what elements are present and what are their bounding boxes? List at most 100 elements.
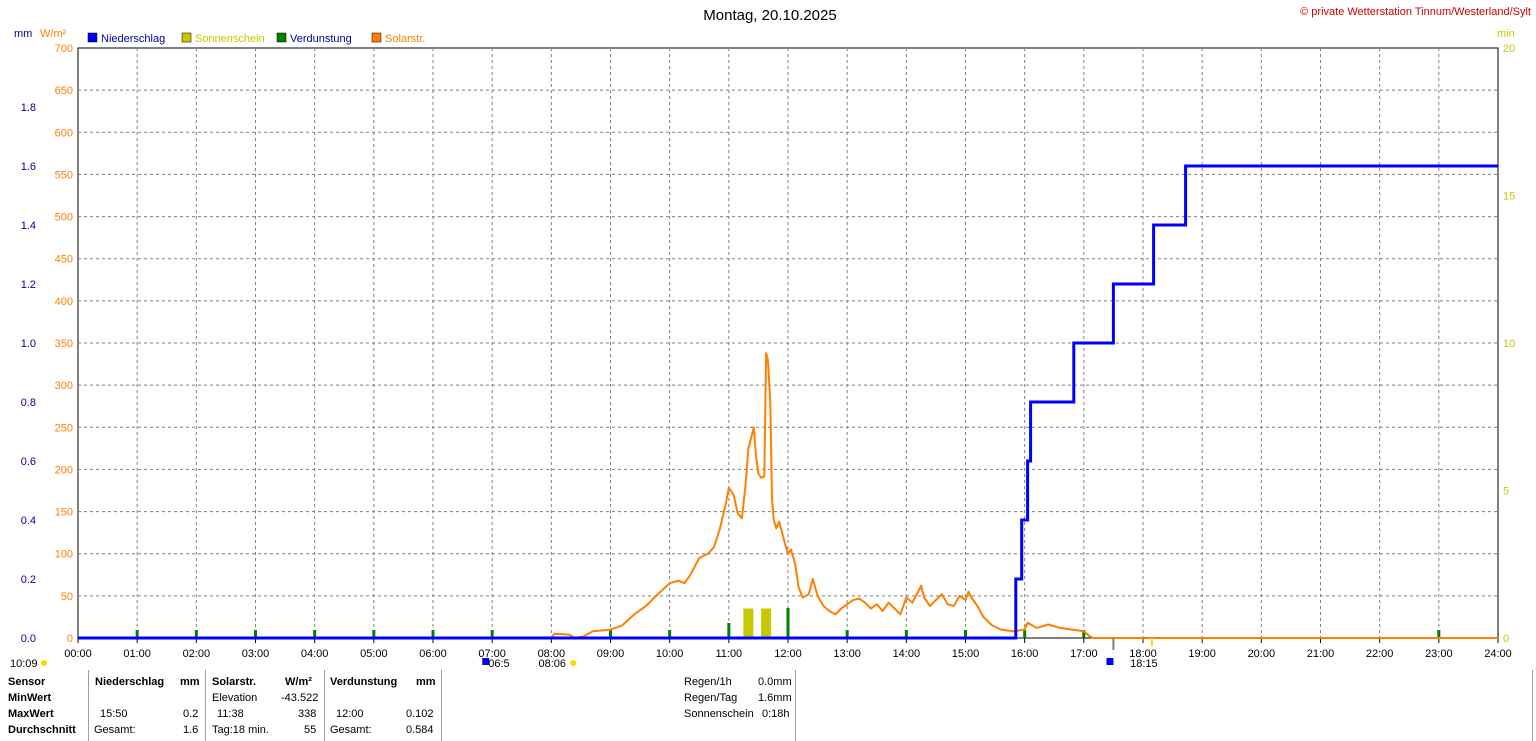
summary-value-rain-1h: 0.0mm — [758, 676, 792, 688]
x-tick-label: 09:00 — [597, 648, 625, 660]
x-tick-label: 13:00 — [833, 648, 861, 660]
y-tick-label-mm: 0.8 — [21, 397, 36, 409]
y-tick-label-mm: 1.4 — [21, 220, 36, 232]
evaporation-tick — [254, 630, 257, 638]
evaporation-tick — [431, 630, 435, 638]
y-tick-label-min: 20 — [1503, 43, 1515, 55]
evaporation-tick — [964, 630, 967, 638]
evaporation-tick — [135, 630, 139, 638]
y-tick-label-wm2: 50 — [61, 591, 73, 603]
stats-solar-max-value: 338 — [298, 708, 317, 720]
stats-label-min: MinWert — [8, 692, 52, 704]
y-tick-label-wm2: 100 — [55, 549, 73, 561]
weather-chart: Montag, 20.10.2025 © private Wetterstati… — [10, 6, 1531, 668]
y-tick-label-mm: 1.0 — [21, 338, 36, 350]
y-tick-label-mm: 0.0 — [21, 633, 36, 645]
legend-swatch — [87, 32, 98, 43]
evaporation-tick — [609, 630, 612, 638]
stats-rain-max-value: 0.2 — [183, 708, 199, 720]
x-tick-label: 01:00 — [123, 648, 151, 660]
y-tick-label-wm2: 450 — [55, 254, 73, 266]
y-tick-label-wm2: 150 — [55, 507, 73, 519]
x-tick-label: 18:00 — [1129, 648, 1157, 660]
evaporation-tick — [490, 630, 494, 638]
y-tick-label-wm2: 500 — [55, 212, 73, 224]
x-tick-label: 16:00 — [1011, 648, 1039, 660]
x-tick-label: 19:00 — [1188, 648, 1216, 660]
y-tick-label-mm: 1.6 — [21, 161, 36, 173]
marker-left-time: 10:09 — [10, 658, 38, 668]
table-divider — [205, 670, 206, 741]
x-tick-label: 12:00 — [774, 648, 802, 660]
stats-evap-total-value: 0.584 — [406, 724, 434, 736]
sunset-icon — [1106, 658, 1114, 665]
table-divider — [88, 670, 89, 741]
y-tick-label-min: 0 — [1503, 633, 1509, 645]
stats-solar-day-label: Tag:18 min. — [212, 724, 269, 736]
y-tick-label-wm2: 600 — [55, 127, 73, 139]
unit-mm: mm — [14, 28, 32, 40]
unit-wm2: W/m² — [40, 28, 67, 40]
stats-header-sensor: Sensor — [8, 676, 46, 688]
table-divider — [441, 670, 442, 741]
stats-evap-max-time: 12:00 — [336, 708, 364, 720]
evaporation-tick — [786, 608, 790, 638]
time-markers: 10:09 06:5 08:06 18:15 — [10, 638, 1158, 668]
copyright-text: © private Wetterstation Tinnum/Westerlan… — [1300, 6, 1531, 18]
x-tick-label: 10:00 — [656, 648, 684, 660]
y-tick-label-wm2: 200 — [55, 464, 73, 476]
stats-elevation-label: Elevation — [212, 692, 258, 704]
stats-label-avg: Durchschnitt — [8, 724, 76, 736]
y-tick-label-mm: 1.2 — [21, 279, 36, 291]
stats-evap-total-label: Gesamt: — [330, 724, 372, 736]
evaporation-tick — [372, 630, 376, 638]
table-divider — [795, 670, 796, 741]
stats-elevation-value: -43.522 — [281, 692, 319, 704]
legend-label: Verdunstung — [290, 33, 352, 45]
chart-title: Montag, 20.10.2025 — [703, 7, 836, 24]
legend-label: Niederschlag — [101, 33, 165, 45]
x-tick-label: 22:00 — [1366, 648, 1394, 660]
legend-swatch — [181, 32, 192, 43]
sun-dot-icon — [41, 660, 47, 666]
summary-label-sunshine: Sonnenschein — [684, 708, 754, 720]
y-axis-wm2: 0 50 100 150 200 250 300 350 400 450 500 550 600 650 7… — [55, 43, 73, 645]
evaporation-ticks — [135, 608, 1441, 638]
sun-dot-icon — [570, 660, 577, 666]
stats-rain-max-time: 15:50 — [100, 708, 128, 720]
stats-header-rain-unit: mm — [180, 676, 200, 688]
evaporation-tick — [727, 623, 731, 638]
y-tick-label-min: 15 — [1503, 191, 1515, 203]
sunshine-bar — [743, 608, 754, 638]
y-tick-label-wm2: 300 — [55, 380, 73, 392]
grid — [78, 48, 1498, 638]
y-tick-label-wm2: 650 — [55, 85, 73, 97]
y-tick-label-mm: 1.8 — [21, 102, 36, 114]
y-tick-label-min: 10 — [1503, 338, 1515, 350]
x-tick-label: 23:00 — [1425, 648, 1453, 660]
legend-label: Solarstr. — [385, 33, 425, 45]
x-tick-label: 06:00 — [419, 648, 447, 660]
x-tick-label: 02:00 — [183, 648, 211, 660]
x-tick-label: 05:00 — [360, 648, 388, 660]
evaporation-tick — [904, 630, 908, 638]
marker-sunrise: 06:5 — [488, 658, 509, 668]
stats-header-evap: Verdunstung — [330, 676, 398, 688]
legend-swatch — [276, 32, 287, 43]
summary-label-rain-day: Regen/Tag — [684, 692, 738, 704]
sunshine-bar — [761, 608, 772, 638]
marker-sunrise-alt: 08:06 — [538, 658, 566, 668]
legend-swatch — [371, 32, 382, 43]
y-tick-label-wm2: 350 — [55, 338, 73, 350]
unit-min: min — [1497, 28, 1515, 40]
x-tick-label: 21:00 — [1307, 648, 1335, 660]
table-divider — [1532, 670, 1533, 741]
marker-sunset: 18:15 — [1130, 658, 1158, 668]
legend: Niederschlag Sonnenschein Verdunstung Solar… — [87, 32, 425, 45]
y-axis-mm: 0.0 0.2 0.4 0.6 0.8 1.0 1.2 1.4 1.6 1.8 — [21, 102, 36, 645]
stats-label-max: MaxWert — [8, 708, 54, 720]
y-tick-label-wm2: 550 — [55, 169, 73, 181]
y-tick-label-min: 5 — [1503, 486, 1509, 498]
evaporation-tick — [313, 630, 317, 638]
evaporation-tick — [845, 630, 849, 638]
